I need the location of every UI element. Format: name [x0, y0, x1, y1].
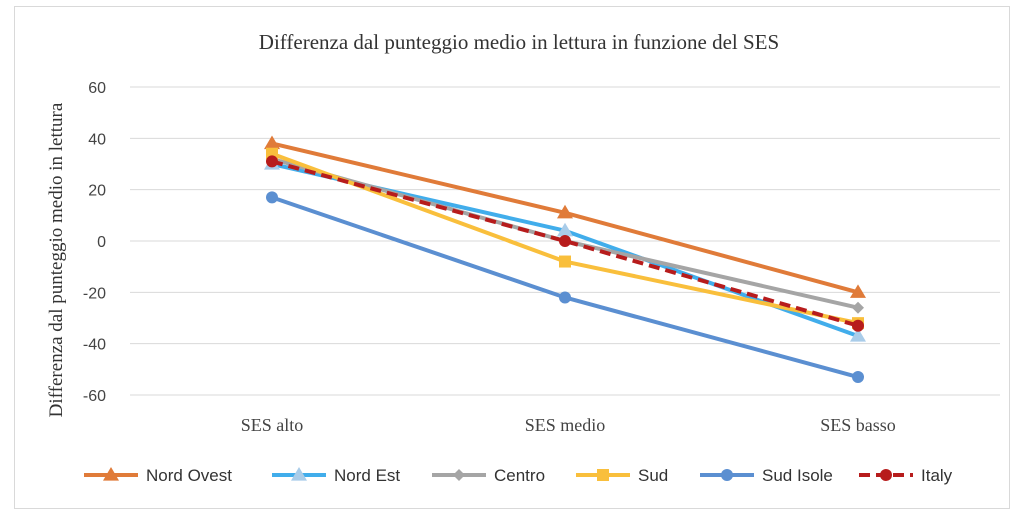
legend-item: Nord Est [272, 466, 400, 485]
legend-label: Nord Est [334, 466, 400, 485]
data-point [266, 155, 278, 168]
series-nord-ovest [264, 135, 866, 298]
data-point [852, 301, 864, 314]
y-tick-label: -20 [83, 285, 106, 302]
x-category-labels: SES alto SES medio SES basso [241, 415, 896, 435]
legend-swatch-marker [103, 467, 119, 481]
data-point [264, 135, 280, 150]
legend-label: Sud Isole [762, 466, 833, 485]
data-point [852, 319, 864, 332]
y-tick-label: 60 [88, 80, 106, 97]
legend-item: Centro [432, 466, 545, 485]
chart-title: Differenza dal punteggio medio in lettur… [259, 30, 779, 54]
data-point [559, 291, 571, 304]
series-sud-isole [266, 191, 864, 384]
y-axis-label: Differenza dal punteggio medio in lettur… [46, 102, 67, 417]
data-point [557, 222, 573, 237]
legend-label: Nord Ovest [146, 466, 232, 485]
y-tick-label: -60 [83, 388, 106, 405]
legend-swatch-marker [453, 469, 465, 481]
data-point [559, 235, 571, 247]
x-category-label: SES medio [525, 415, 606, 435]
y-tick-label: -40 [83, 337, 106, 354]
legend-label: Centro [494, 466, 545, 485]
y-tick-label: 20 [88, 183, 106, 200]
legend-swatch-marker [721, 469, 733, 481]
data-point [850, 327, 866, 342]
x-category-label: SES basso [820, 415, 896, 435]
chart-frame [14, 6, 1010, 509]
legend-label: Italy [921, 466, 953, 485]
legend-item: Sud Isole [700, 466, 833, 485]
data-point [852, 371, 864, 384]
data-point [266, 191, 278, 204]
x-category-label: SES alto [241, 415, 304, 435]
legend-swatch-marker [597, 469, 609, 481]
y-tick-labels: 60 40 20 0 -20 -40 -60 [83, 80, 106, 405]
legend-swatch-marker [880, 469, 892, 481]
data-point [850, 284, 866, 298]
legend-label: Sud [638, 466, 668, 485]
legend-swatch-marker [291, 467, 307, 481]
legend-item: Sud [576, 466, 668, 485]
y-tick-label: 40 [88, 131, 106, 148]
data-point [559, 255, 571, 268]
series-lines [264, 135, 866, 384]
legend-item: Italy [859, 466, 953, 485]
legend: Nord Ovest Nord Est Centro Sud Sud Isole Ital… [84, 466, 953, 485]
series-italy [266, 155, 864, 332]
y-tick-label: 0 [97, 234, 106, 251]
data-point [557, 204, 573, 219]
legend-item: Nord Ovest [84, 466, 232, 485]
